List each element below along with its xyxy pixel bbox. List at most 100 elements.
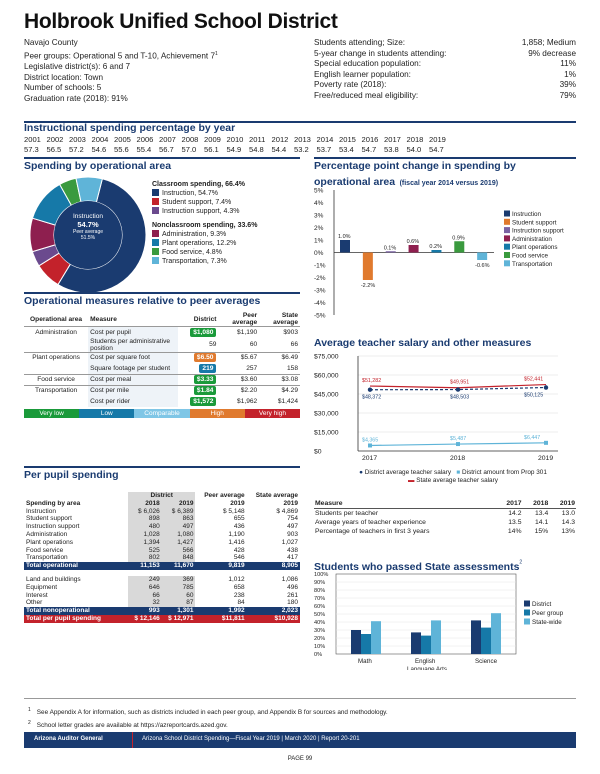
y-tick: -5% [314,313,326,320]
ppt-legend-swatch [504,260,510,267]
year-value: 54.7 [361,145,377,154]
year-label: 2008 [181,135,199,144]
legend-swatch [152,257,159,264]
district-pill: $3.33 [193,375,217,384]
ppt-bar [385,251,396,253]
footer-bar: Arizona Auditor General Arizona School D… [24,732,576,748]
assess-legend-swatch [524,618,530,625]
cell-d19: 1,080 [161,530,196,539]
cell-area: Plant operations [32,354,80,362]
year-label: 2019 [429,135,446,144]
year-label: 2004 [91,135,109,144]
ppt-change-chart: 5% 4% 3% 2% 1% 0% -1% -2% -3% -4% -5% 1.0% -2.2% 0.1%… [314,188,564,320]
cell-s: 1,027 [281,538,298,546]
legend-item: Instruction, 54.7% [152,189,257,198]
cell-peer: $1,190 [237,328,258,336]
info-row: 5-year change in students attending: 9% d… [314,49,576,60]
footnote-rule [24,698,576,699]
legend-label: Instruction support, 4.3% [162,208,240,215]
district-point [455,387,461,392]
y-tick: 10% [314,644,325,650]
table-row: Plant operations Cost per square foot $6.5… [24,352,300,363]
year-label: 2016 [361,135,379,144]
instr-pct-heading: Instructional spending percentage by yea… [24,122,236,134]
legend-item: Plant operations, 12.2% [152,239,257,248]
ppt-bar-label: 0.2% [429,244,442,250]
cell-s: $10,928 [246,614,300,623]
assess-legend-swatch [524,609,530,616]
info-value: 79% [559,90,576,100]
info-row: English learner population: 1% [314,70,576,81]
cell-d18: 249 [128,575,162,584]
cell-p: 655 [233,515,245,523]
year-label: 2018 [406,135,424,144]
table-row: Plant operations 1,394 1,427 1,416 1,027 [24,538,300,547]
legislative-district: Legislative district(s): 6 and 7 [24,61,131,71]
col-peer: Peer average [232,312,258,326]
cell-s: 497 [287,523,298,531]
col-district: District [193,315,217,323]
year-label: 2015 [339,135,356,144]
assessment-bar [421,635,431,654]
year-value: 56.1 [204,145,219,154]
col-state-year: 2019 [283,499,298,507]
total-nonoperational-row: Total nonoperational 993 1,301 1,992 2,023 [24,607,300,615]
cell-d18: 525 [128,546,162,555]
col-peer: Peer average [204,492,245,499]
cell-value: 13.4 [535,510,549,517]
legend-item: Food service, 4.8% [152,248,257,257]
year-label: 2002 [46,135,64,144]
ppt-legend-swatch [504,252,510,258]
legend-item: Administration, 9.3% [152,230,257,239]
cell-s: 438 [287,546,298,554]
ppt-bar-label: 1.0% [338,234,351,240]
pps-table: District Peer average State average Spen… [24,492,300,623]
col-measure: Measure [315,500,343,507]
cell-measure: Square footage per student [88,363,178,374]
year-value: 56.5 [46,145,62,154]
info-label: Poverty rate (2018): [314,80,387,90]
cell-s: 903 [287,530,298,538]
ppt-bar-label: -0.6% [475,263,489,269]
ppt-legend-label: Instruction support [512,228,564,235]
legend-label: Plant operations, 12.2% [162,240,237,247]
ppt-legend-swatch [504,210,510,217]
info-value: 9% decrease [528,48,576,58]
cell-s: 496 [287,583,298,591]
y-tick: $15,000 [314,430,339,437]
y-tick: 5% [314,188,324,195]
cell-p: $ 5,148 [222,507,245,515]
info-value: 11% [560,59,576,69]
total-operational-row: Total operational 11,153 11,670 9,819 8,905 [24,562,300,570]
legend-label: Student support, 7.4% [162,199,232,206]
info-value: 1,858; Medium [521,38,576,47]
cell-d18: 898 [128,515,162,524]
assess-legend-label: Peer group [532,610,564,617]
cell-d19: 497 [161,523,196,531]
info-value: 1% [564,69,576,79]
legend-label: Transportation, 7.3% [162,258,227,265]
spending-legend: Classroom spending, 66.4% Instruction, 5… [152,180,257,266]
assessment-bar [491,613,501,654]
year-value: 54.7 [429,145,444,154]
cell-measure: Cost per mile [88,385,178,396]
cell-p: 428 [233,546,245,554]
cell-d18: $ 6,026 [128,507,162,516]
table-row: Instruction support 480 497 436 497 [24,523,300,531]
y-tick: 80% [314,588,325,594]
col-area: Operational area [30,315,83,323]
cell-peer: 60 [249,341,258,348]
cell-a: Plant operations [26,538,73,546]
legend-label: Food service, 4.8% [162,249,222,256]
info-label: English learner population: [314,69,411,79]
cell-measure: Percentage of teachers in first 3 years [315,528,430,535]
district-pill: $1.84 [193,386,217,396]
cell-district: $1,572 [178,396,219,407]
legend-swatch [152,189,159,196]
cell-value: 14% [507,528,522,535]
cell-p: 1,416 [228,538,245,546]
info-row: Free/reduced meal eligibility: 79% [314,91,576,102]
info-row: Students attending; Size: 1,858; Medium [314,38,576,49]
ppt-legend-label: Plant operations [512,244,558,251]
cell-d18: 66 [128,591,162,600]
